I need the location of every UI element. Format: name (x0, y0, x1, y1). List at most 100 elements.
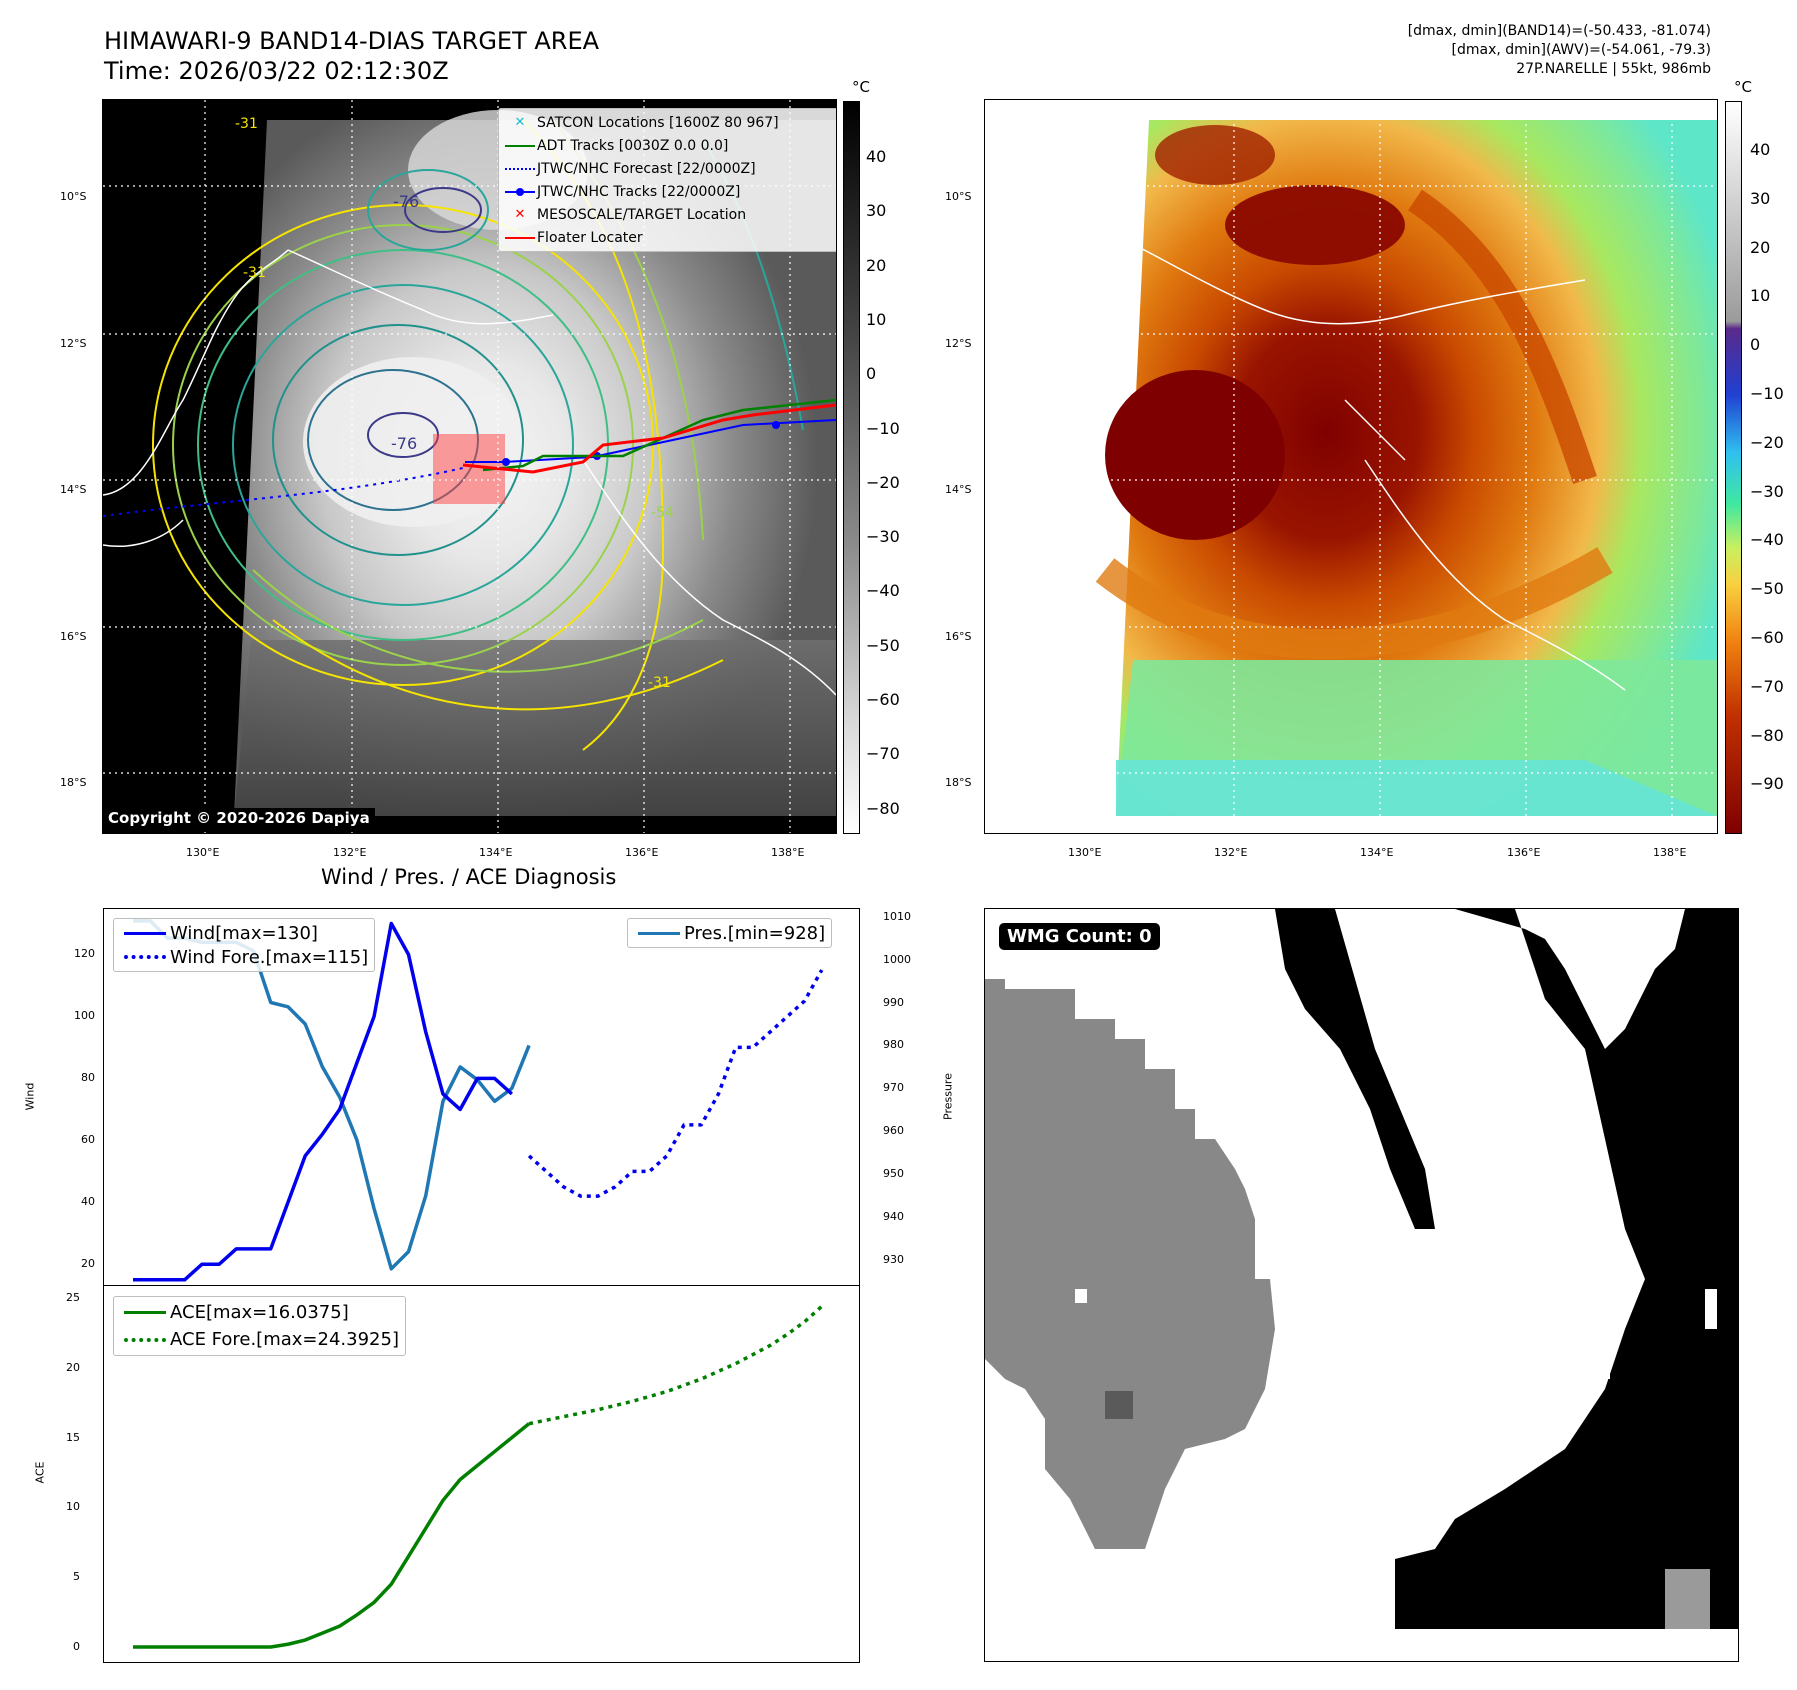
y-tick: 970 (883, 1081, 904, 1095)
colorbar-tick: 30 (1750, 188, 1771, 208)
colorbar-tick: −10 (1750, 384, 1784, 403)
y-tick: 980 (883, 1038, 904, 1052)
line-dot-icon (503, 185, 537, 199)
colorbar-tick: −20 (1750, 432, 1784, 452)
pressure-axis-label: Pressure (941, 1073, 955, 1120)
legend-item-floater: Floater Locater (503, 226, 833, 249)
lon-tick: 132°E (333, 846, 367, 859)
y-tick: 20 (66, 1360, 80, 1374)
colorbar-tick: 10 (866, 309, 887, 329)
ace-legend: ACE[max=16.0375] ACE Fore.[max=24.3925] (113, 1296, 406, 1356)
lon-tick: 138°E (1653, 846, 1687, 859)
lat-tick: 16°S (945, 630, 972, 643)
lat-tick: 10°S (60, 190, 87, 203)
wmg-count-badge: WMG Count: 0 (999, 923, 1160, 950)
legend-label: Pres.[min=928] (684, 922, 826, 944)
line-icon (120, 1306, 170, 1320)
lat-tick: 10°S (945, 190, 972, 203)
legend-label: Wind Fore.[max=115] (170, 946, 369, 968)
colorbar-tick: −20 (866, 472, 900, 492)
colorbar-tick: −80 (866, 798, 900, 818)
y-tick: 25 (66, 1291, 80, 1304)
awv-range: [dmax, dmin](AWV)=(-54.061, -79.3) (1451, 42, 1711, 58)
lat-tick: 12°S (60, 337, 87, 350)
legend-item-wind-forecast: Wind Fore.[max=115] (120, 945, 368, 969)
lon-tick: 136°E (1507, 846, 1541, 859)
copyright-label: Copyright © 2020-2026 Dapiya (103, 808, 375, 828)
x-marker-icon: ✕ (514, 115, 526, 130)
colorbar-tick: −10 (866, 418, 900, 438)
line-icon (503, 231, 537, 245)
ace-chart[interactable] (103, 1286, 859, 1663)
wind-axis-label: Wind (23, 1082, 37, 1111)
colorbar-tick: −70 (866, 744, 900, 764)
ace-forecast-line (528, 1305, 823, 1426)
contour-label: -31 (235, 116, 258, 132)
figure-title: HIMAWARI-9 BAND14-DIAS TARGET AREA Time:… (104, 26, 599, 86)
y-tick: 950 (883, 1167, 904, 1181)
y-tick: 40 (81, 1195, 95, 1209)
wind-line (133, 921, 513, 1282)
legend-item-pressure: Pres.[min=928] (634, 921, 825, 945)
line-icon (503, 139, 537, 153)
contour-label: -31 (243, 265, 266, 281)
colorbar-unit: °C (1734, 78, 1752, 96)
wind-legend: Wind[max=130] Wind Fore.[max=115] (113, 918, 376, 972)
lon-tick: 134°E (1360, 846, 1394, 859)
legend-item-satcon: ✕ SATCON Locations [1600Z 80 967] (503, 111, 833, 134)
contour-label: -76 (391, 434, 418, 453)
legend-item-wind: Wind[max=130] (120, 921, 368, 945)
storm-info: [dmax, dmin](BAND14)=(-50.433, -81.074) … (1408, 22, 1711, 79)
lat-tick: 18°S (945, 776, 972, 789)
y-tick: 1010 (883, 909, 911, 923)
colorbar-tick: 40 (866, 147, 887, 166)
legend-item-target: ✕ MESOSCALE/TARGET Location (503, 203, 833, 226)
lat-tick: 14°S (60, 483, 87, 496)
y-tick: 15 (66, 1430, 80, 1444)
lon-tick: 136°E (625, 846, 659, 859)
colorbar-tick: −40 (1750, 530, 1784, 550)
ir-map-panel[interactable]: -76 -76 -31 -31 -54 -31 Copyright © 2020… (103, 100, 836, 833)
legend-label: ACE Fore.[max=24.3925] (170, 1329, 399, 1350)
legend-label: Floater Locater (537, 229, 643, 246)
colorbar-tick: −30 (866, 527, 900, 547)
colorbar-tick: 0 (866, 364, 877, 384)
colorbar-tick: −80 (1750, 725, 1784, 745)
legend-item-jtwc-tracks: JTWC/NHC Tracks [22/0000Z] (503, 180, 833, 203)
y-tick: 20 (81, 1257, 95, 1271)
colorbar-tick: 40 (1750, 140, 1771, 159)
colorbar-unit: °C (852, 78, 870, 96)
lon-tick: 134°E (479, 846, 513, 859)
y-tick: 100 (74, 1009, 95, 1023)
dotted-line-icon (120, 1333, 170, 1347)
ace-axis-label: ACE (33, 1461, 47, 1484)
colorbar-tick: 20 (1750, 237, 1771, 257)
y-tick: 10 (66, 1500, 80, 1514)
line-icon (634, 926, 684, 940)
colorbar-tick: −60 (866, 690, 900, 709)
color-colorbar (1725, 101, 1742, 834)
lon-tick: 130°E (1068, 846, 1102, 859)
legend-item-ace-forecast: ACE Fore.[max=24.3925] (120, 1326, 399, 1353)
x-marker-icon: ✕ (514, 207, 526, 222)
dotted-line-icon (503, 162, 537, 176)
storm-name: 27P.NARELLE | 55kt, 986mb (1516, 61, 1711, 77)
y-tick: 990 (883, 995, 904, 1009)
colorbar-tick: −60 (1750, 628, 1784, 647)
legend-label: SATCON Locations [1600Z 80 967] (537, 114, 779, 131)
color-ir-map-panel[interactable] (985, 100, 1717, 833)
y-tick: 940 (883, 1210, 904, 1224)
lat-tick: 12°S (945, 337, 972, 350)
colorbar-tick: 30 (866, 201, 887, 221)
wind-forecast-line (527, 969, 824, 1198)
lat-tick: 14°S (945, 483, 972, 496)
wmg-panel[interactable]: WMG Count: 0 (984, 908, 1739, 1662)
y-tick: 60 (81, 1133, 95, 1147)
line-icon (120, 926, 170, 940)
colorbar-tick: −30 (1750, 481, 1784, 501)
legend-label: Wind[max=130] (170, 922, 318, 944)
lat-tick: 16°S (60, 630, 87, 643)
y-tick: 960 (883, 1124, 904, 1138)
y-tick: 1000 (883, 952, 911, 966)
dotted-line-icon (120, 950, 170, 964)
